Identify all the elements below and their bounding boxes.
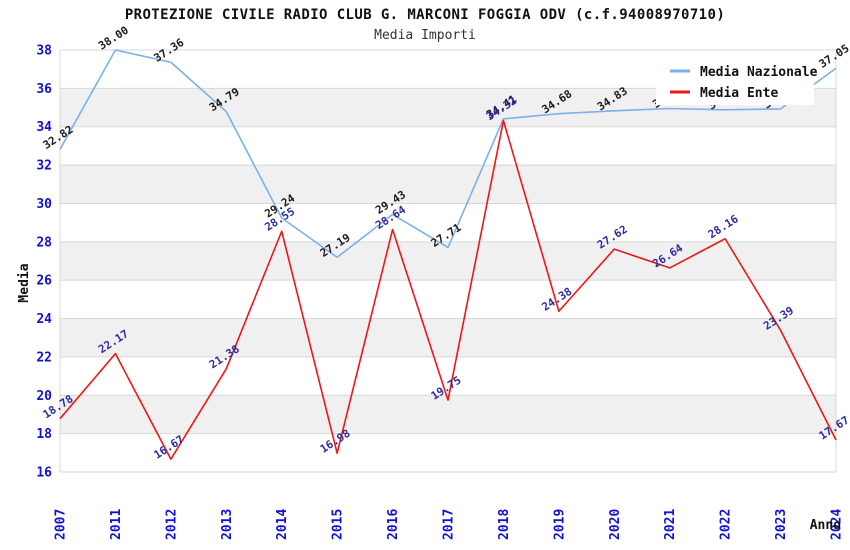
- y-tick-label: 22: [36, 350, 52, 365]
- x-tick-label: 2016: [386, 509, 401, 540]
- series-line-media-nazionale: [59, 49, 837, 259]
- y-tick-label: 16: [36, 466, 52, 481]
- x-tick-label: 2015: [331, 509, 346, 540]
- y-tick-label: 38: [36, 44, 52, 59]
- y-tick-label: 26: [36, 274, 52, 289]
- x-tick-label: 2023: [774, 509, 789, 540]
- y-tick-label: 20: [36, 389, 52, 404]
- x-tick-label: 2017: [442, 509, 457, 540]
- legend-label-media-nazionale: Media Nazionale: [700, 65, 818, 80]
- y-tick-label: 30: [36, 197, 52, 212]
- legend: Media Nazionale Media Ente: [656, 57, 818, 105]
- grid-band: [60, 395, 836, 434]
- grid-band: [60, 318, 836, 357]
- grid-band: [60, 165, 836, 204]
- data-point-label: 28.16: [706, 212, 741, 241]
- legend-label-media-ente: Media Ente: [700, 86, 778, 101]
- data-point-label: 37.05: [817, 42, 850, 71]
- data-point-label: 38.00: [96, 24, 131, 53]
- x-tick-label: 2013: [220, 509, 235, 540]
- y-tick-label: 24: [36, 312, 52, 327]
- x-tick-label: 2022: [719, 509, 734, 540]
- y-tick-label: 18: [36, 427, 52, 442]
- chart-title: PROTEZIONE CIVILE RADIO CLUB G. MARCONI …: [125, 7, 725, 23]
- data-point-label: 16.67: [152, 433, 187, 462]
- chart-subtitle: Media Importi: [374, 28, 476, 43]
- series-line-media-ente: [59, 119, 837, 460]
- x-tick-label: 2014: [275, 509, 290, 540]
- x-tick-label: 2019: [552, 509, 567, 540]
- y-tick-label: 36: [36, 82, 52, 97]
- legend-background: [656, 57, 814, 105]
- x-tick-label: 2024: [830, 509, 845, 540]
- x-tick-label: 2020: [608, 509, 623, 540]
- y-tick-label: 28: [36, 235, 52, 250]
- y-tick-label: 32: [36, 159, 52, 174]
- x-axis-title: Anno: [810, 518, 841, 533]
- x-tick-label: 2021: [663, 509, 678, 540]
- x-tick-label: 2012: [164, 509, 179, 540]
- y-axis-title: Media: [17, 263, 32, 302]
- x-tick-label: 2007: [54, 509, 69, 540]
- x-tick-label: 2011: [109, 509, 124, 540]
- y-tick-label: 34: [36, 120, 52, 135]
- x-tick-label: 2018: [497, 509, 512, 540]
